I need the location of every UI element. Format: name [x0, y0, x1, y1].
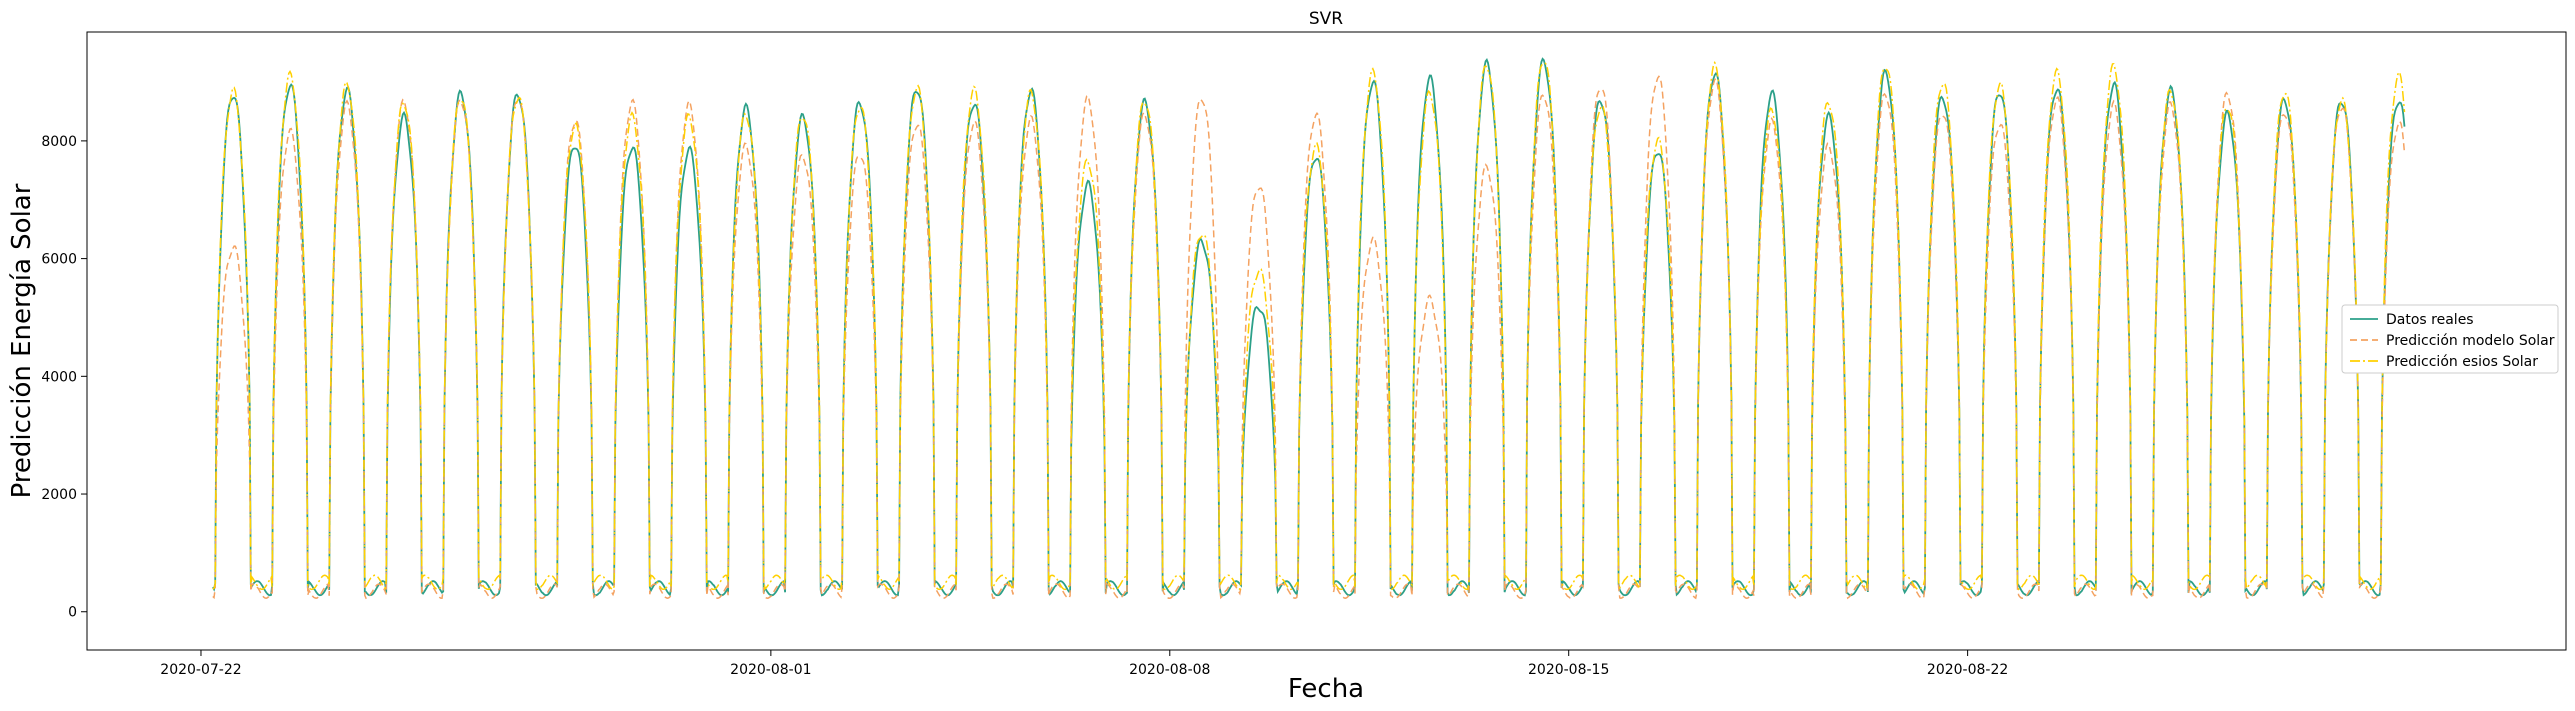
legend-label: Predicción modelo Solar	[2386, 333, 2555, 349]
y-tick-label: 8000	[41, 134, 77, 150]
x-tick-label: 2020-08-08	[1129, 662, 1210, 678]
series-line-2	[212, 61, 2406, 591]
x-tick-label: 2020-08-15	[1528, 662, 1609, 678]
legend: Datos reales Predicción modelo Solar Predi…	[2341, 304, 2559, 374]
y-axis: 0 2000 4000 6000 8000	[41, 134, 87, 621]
x-tick-label: 2020-08-01	[730, 662, 811, 678]
plot-frame	[86, 31, 2567, 651]
x-tick-label: 2020-07-22	[160, 662, 241, 678]
y-axis-title: Predicción Energía Solar	[7, 183, 37, 498]
series-line-1	[212, 75, 2406, 600]
legend-label: Datos reales	[2386, 312, 2474, 328]
x-axis: 2020-07-22 2020-08-01 2020-08-08 2020-08-15…	[160, 650, 2008, 678]
x-axis-title: Fecha	[1288, 674, 1364, 704]
y-tick-label: 2000	[41, 487, 77, 503]
chart-title: SVR	[1309, 9, 1343, 29]
x-tick-label: 2020-08-22	[1927, 662, 2008, 678]
plot-lines	[212, 57, 2406, 600]
legend-box	[2341, 304, 2559, 374]
y-tick-label: 0	[68, 605, 77, 621]
y-tick-label: 4000	[41, 369, 77, 385]
legend-label: Predicción esios Solar	[2386, 354, 2538, 370]
y-tick-label: 6000	[41, 252, 77, 268]
